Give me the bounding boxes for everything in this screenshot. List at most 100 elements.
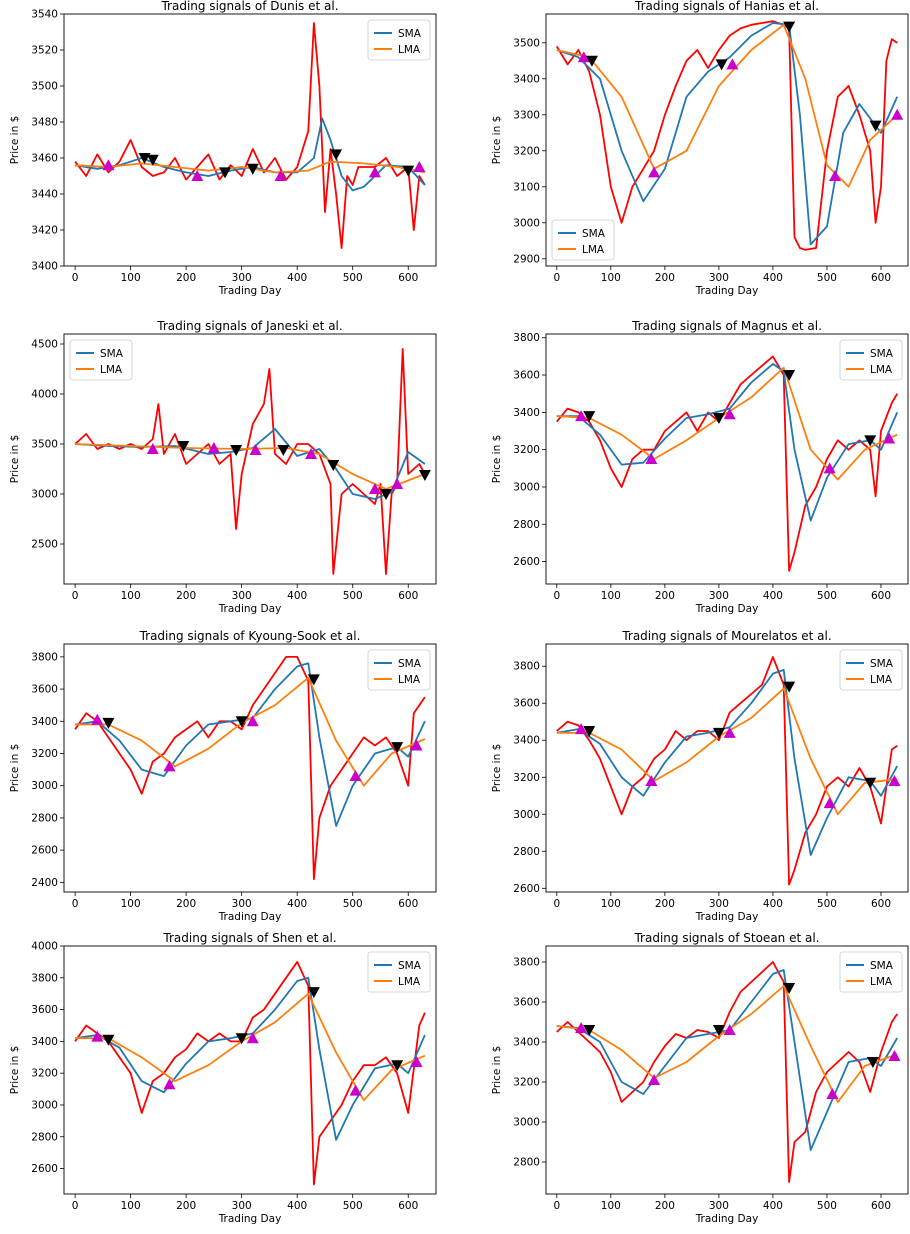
y-tick-label: 3400 bbox=[513, 735, 540, 747]
buy-signal-marker bbox=[191, 170, 204, 181]
plot-area bbox=[74, 656, 426, 880]
sell-signal-marker bbox=[585, 55, 598, 67]
x-axis-label: Trading Day bbox=[695, 603, 759, 615]
chart-title: Trading signals of Dunis et al. bbox=[160, 0, 338, 13]
sell-signal-marker bbox=[391, 742, 404, 754]
lma-series-line bbox=[556, 366, 898, 481]
sell-signal-marker bbox=[102, 1034, 115, 1046]
lma-series-line bbox=[75, 443, 426, 490]
plot-area bbox=[556, 656, 901, 886]
x-tick-label: 0 bbox=[553, 898, 560, 910]
y-tick-label: 2800 bbox=[31, 1131, 58, 1143]
x-tick-label: 200 bbox=[176, 898, 196, 910]
buy-signal-marker bbox=[410, 1056, 423, 1068]
buy-signal-marker bbox=[368, 166, 381, 178]
sell-signal-marker bbox=[402, 165, 415, 177]
y-tick-label: 3200 bbox=[513, 444, 540, 456]
buy-signal-marker bbox=[305, 448, 318, 459]
y-tick-label: 3200 bbox=[513, 1077, 540, 1089]
lma-series-line bbox=[75, 992, 426, 1102]
y-tick-label: 3500 bbox=[31, 439, 58, 451]
chart-panel-7: Trading signals of Shen et al. 0 100 200 300… bbox=[9, 931, 437, 1225]
x-tick-label: 200 bbox=[655, 590, 675, 602]
y-tick-label: 3500 bbox=[31, 81, 58, 93]
legend-label-lma: LMA bbox=[582, 244, 605, 256]
x-tick-label: 500 bbox=[343, 272, 363, 284]
sell-signal-marker bbox=[783, 681, 796, 693]
plot-frame bbox=[545, 643, 909, 893]
y-tick-label: 2800 bbox=[513, 846, 540, 858]
chart-panel-5: Trading signals of Kyoung-Sook et al. 0 10… bbox=[9, 629, 437, 923]
plot-area bbox=[556, 961, 901, 1183]
lma-series-line bbox=[556, 687, 898, 816]
sell-signal-marker bbox=[307, 987, 320, 999]
sell-signal-marker bbox=[102, 717, 115, 729]
buy-signal-marker bbox=[368, 483, 381, 494]
x-tick-label: 300 bbox=[709, 1200, 729, 1212]
legend-label-sma: SMA bbox=[582, 228, 606, 240]
x-axis-label: Trading Day bbox=[695, 1213, 759, 1225]
sell-signal-marker bbox=[246, 163, 259, 175]
sell-signal-marker bbox=[712, 412, 725, 424]
x-tick-label: 200 bbox=[176, 272, 196, 284]
x-tick-label: 400 bbox=[763, 898, 783, 910]
buy-signal-marker bbox=[888, 774, 901, 786]
sell-signal-marker bbox=[715, 59, 728, 71]
buy-signal-marker bbox=[91, 713, 104, 725]
y-tick-label: 3000 bbox=[31, 489, 58, 501]
y-tick-label: 2600 bbox=[31, 845, 58, 857]
sell-signal-marker bbox=[146, 154, 159, 166]
lma-series-line bbox=[556, 23, 898, 188]
y-tick-label: 3000 bbox=[31, 780, 58, 792]
y-tick-label: 3400 bbox=[31, 1036, 58, 1048]
x-tick-label: 0 bbox=[553, 590, 560, 602]
buy-signal-marker bbox=[888, 1050, 901, 1061]
sell-signal-marker bbox=[330, 149, 343, 161]
x-tick-label: 200 bbox=[176, 1200, 196, 1212]
y-tick-label: 3000 bbox=[513, 809, 540, 821]
sell-signal-marker bbox=[235, 1033, 248, 1045]
x-tick-label: 200 bbox=[655, 898, 675, 910]
plot-area bbox=[556, 355, 899, 572]
chart-title: Trading signals of Stoean et al. bbox=[633, 931, 819, 945]
lma-series-line bbox=[75, 160, 426, 174]
chart-title: Trading signals of Kyoung-Sook et al. bbox=[139, 629, 361, 643]
y-axis-label: Price in $ bbox=[9, 744, 21, 793]
buy-signal-marker bbox=[349, 770, 362, 782]
y-tick-label: 3100 bbox=[513, 181, 540, 193]
sell-signal-marker bbox=[380, 489, 393, 500]
buy-signal-marker bbox=[883, 432, 896, 444]
sell-signal-marker bbox=[583, 411, 596, 423]
sell-signal-marker bbox=[783, 370, 796, 382]
y-tick-label: 3000 bbox=[513, 1117, 540, 1129]
x-tick-label: 600 bbox=[398, 590, 418, 602]
x-tick-label: 100 bbox=[121, 590, 141, 602]
y-tick-label: 4000 bbox=[31, 941, 58, 953]
buy-signal-marker bbox=[413, 161, 426, 172]
lma-series-line bbox=[556, 985, 898, 1103]
x-tick-label: 600 bbox=[871, 272, 891, 284]
buy-signal-marker bbox=[575, 1022, 588, 1033]
sell-signal-marker bbox=[869, 120, 882, 132]
legend-label-lma: LMA bbox=[870, 364, 893, 376]
legend: SMA LMA bbox=[69, 339, 133, 381]
x-tick-label: 400 bbox=[287, 1200, 307, 1212]
y-tick-label: 3200 bbox=[31, 1068, 58, 1080]
x-tick-label: 100 bbox=[601, 898, 621, 910]
chart-title: Trading signals of Mourelatos et al. bbox=[621, 629, 831, 643]
x-axis-label: Trading Day bbox=[695, 285, 759, 297]
plot-frame bbox=[545, 945, 909, 1195]
price-series-line bbox=[556, 20, 898, 251]
buy-signal-marker bbox=[829, 170, 842, 181]
legend-label-lma: LMA bbox=[870, 674, 893, 686]
plot-area bbox=[556, 20, 904, 251]
sma-series-line bbox=[74, 662, 426, 827]
buy-signal-marker bbox=[826, 1088, 839, 1099]
y-tick-label: 3540 bbox=[31, 9, 58, 21]
y-tick-label: 3600 bbox=[513, 698, 540, 710]
y-tick-label: 3800 bbox=[513, 957, 540, 969]
sell-signal-marker bbox=[307, 674, 320, 686]
x-tick-label: 600 bbox=[871, 1200, 891, 1212]
x-tick-label: 100 bbox=[601, 1200, 621, 1212]
x-tick-label: 0 bbox=[72, 1200, 79, 1212]
